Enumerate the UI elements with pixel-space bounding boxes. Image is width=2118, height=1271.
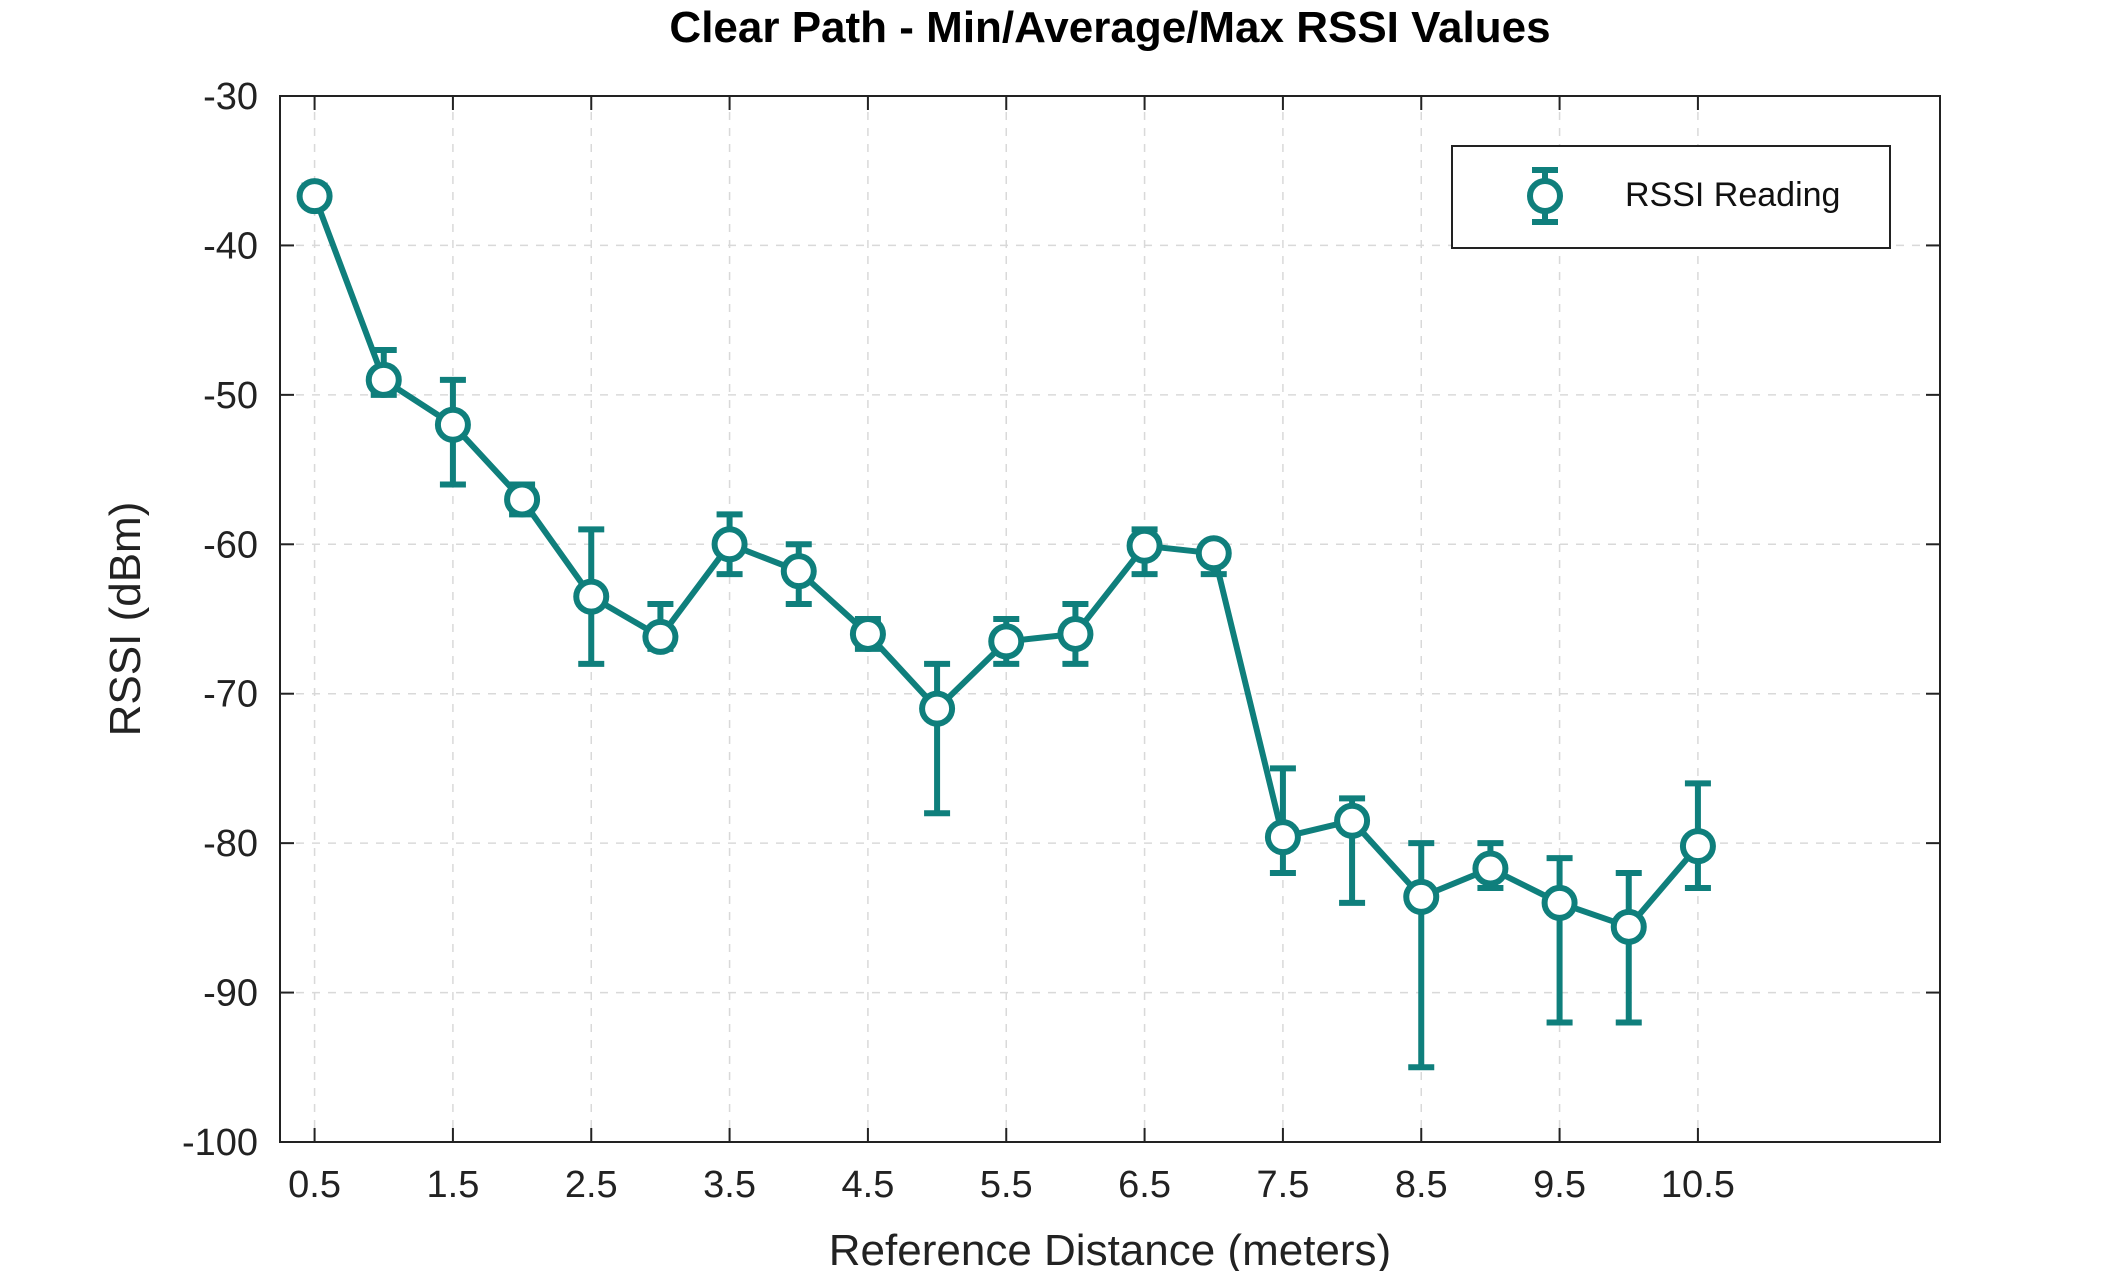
data-marker [504, 481, 541, 518]
data-point [849, 615, 886, 652]
data-marker [1195, 535, 1232, 572]
series-rssi-reading [296, 178, 1716, 1071]
data-marker [849, 615, 886, 652]
data-marker [573, 578, 610, 615]
chart-title: Clear Path - Min/Average/Max RSSI Values [669, 3, 1550, 52]
data-marker [434, 406, 471, 443]
x-tick-label: 8.5 [1395, 1164, 1448, 1206]
x-tick-label: 3.5 [703, 1164, 756, 1206]
data-point [1541, 855, 1578, 1026]
data-marker [1334, 802, 1371, 839]
x-tick-label: 5.5 [980, 1164, 1033, 1206]
data-point [1057, 601, 1094, 667]
data-point [642, 601, 679, 655]
axis-ticks [280, 95, 1940, 1143]
data-point [1195, 535, 1232, 578]
data-point [1126, 526, 1163, 578]
legend-circle-marker [1527, 178, 1563, 214]
data-point [1472, 840, 1509, 891]
data-point [1679, 780, 1716, 891]
x-tick-label: 2.5 [565, 1164, 618, 1206]
data-marker [780, 553, 817, 590]
data-marker [1610, 908, 1647, 945]
legend: RSSI Reading [1451, 145, 1891, 249]
data-marker [1057, 615, 1094, 652]
grid-lines [280, 96, 1940, 1142]
plot-frame [279, 95, 1941, 1143]
data-point [365, 347, 402, 398]
y-tick-label: -80 [203, 823, 258, 865]
x-tick-label: 4.5 [842, 1164, 895, 1206]
data-marker [919, 690, 956, 727]
x-axis-label: Reference Distance (meters) [829, 1226, 1391, 1271]
data-marker [1472, 850, 1509, 887]
data-point [1610, 870, 1647, 1026]
data-marker [988, 623, 1025, 660]
y-tick-label: -60 [203, 524, 258, 566]
data-marker [1126, 527, 1163, 564]
legend-box [1451, 145, 1891, 249]
data-point [988, 616, 1025, 667]
data-point [1264, 765, 1301, 877]
y-tick-label: -40 [203, 225, 258, 267]
data-marker [1679, 828, 1716, 865]
data-marker [296, 178, 333, 215]
x-axis-tick-labels: 0.5 1.5 2.5 3.5 4.5 5.5 6.5 7.5 8.5 9.5 10.5 [288, 1164, 1735, 1206]
y-tick-label: -70 [203, 674, 258, 716]
y-tick-label: -100 [182, 1122, 258, 1164]
x-tick-label: 10.5 [1661, 1164, 1735, 1206]
data-marker [365, 361, 402, 398]
data-point [711, 511, 748, 578]
data-point [919, 660, 956, 817]
x-tick-label: 7.5 [1257, 1164, 1310, 1206]
data-point [780, 541, 817, 608]
data-point [434, 376, 471, 488]
y-axis-label: RSSI (dBm) [101, 502, 150, 737]
x-tick-label: 0.5 [288, 1164, 341, 1206]
x-tick-label: 9.5 [1533, 1164, 1586, 1206]
legend-marker [1527, 167, 1563, 225]
data-marker [1264, 819, 1301, 856]
data-point [504, 481, 541, 518]
data-marker [1541, 884, 1578, 921]
data-marker [711, 526, 748, 563]
data-marker [1403, 878, 1440, 915]
legend-label: RSSI Reading [1625, 176, 1840, 214]
data-point [296, 178, 333, 215]
y-tick-label: -90 [203, 973, 258, 1015]
y-tick-label: -50 [203, 375, 258, 417]
data-point [573, 526, 610, 667]
x-tick-label: 1.5 [427, 1164, 480, 1206]
y-axis-tick-labels: -100 -90 -80 -70 -60 -50 -40 -30 [182, 76, 258, 1164]
data-point [1403, 840, 1440, 1071]
data-marker [642, 618, 679, 655]
y-tick-label: -30 [203, 76, 258, 118]
data-point [1334, 795, 1371, 906]
x-tick-label: 6.5 [1118, 1164, 1171, 1206]
